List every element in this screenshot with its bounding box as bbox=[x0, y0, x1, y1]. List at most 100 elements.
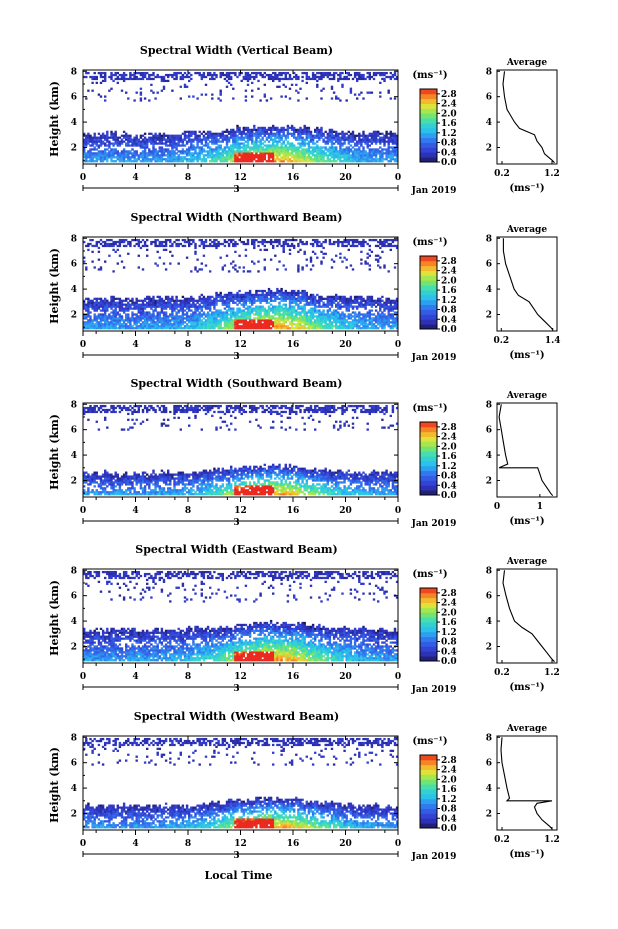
heatmap-cell bbox=[339, 75, 342, 79]
heatmap-cell bbox=[232, 150, 235, 153]
heatmap-cell bbox=[227, 156, 231, 159]
heatmap-cell bbox=[379, 313, 382, 316]
heatmap-cell bbox=[169, 325, 172, 328]
heatmap-cell bbox=[374, 134, 378, 137]
heatmap-cell bbox=[202, 242, 206, 246]
heatmap-cell bbox=[215, 315, 218, 318]
heatmap-cell bbox=[158, 327, 161, 330]
heatmap-cell bbox=[368, 148, 371, 151]
heatmap-cell bbox=[127, 97, 130, 100]
heatmap-cell bbox=[251, 160, 254, 163]
heatmap-cell bbox=[85, 154, 88, 157]
heatmap-cell bbox=[116, 136, 119, 139]
heatmap-cell bbox=[110, 299, 113, 302]
heatmap-cell bbox=[345, 309, 348, 312]
heatmap-cell bbox=[118, 242, 122, 246]
heatmap-cell bbox=[236, 317, 239, 320]
heatmap-cell bbox=[167, 323, 170, 326]
heatmap-cell bbox=[150, 313, 153, 316]
heatmap-cell bbox=[99, 156, 103, 159]
heatmap-cell bbox=[127, 317, 130, 320]
heatmap-cell bbox=[290, 309, 294, 312]
heatmap-cell bbox=[267, 150, 271, 153]
heatmap-cell bbox=[183, 158, 187, 161]
heatmap-cell bbox=[219, 89, 222, 92]
heatmap-cell bbox=[91, 152, 94, 155]
heatmap-cell bbox=[164, 79, 168, 83]
heatmap-cell bbox=[83, 307, 86, 310]
heatmap-cell bbox=[362, 150, 365, 153]
heatmap-cell bbox=[255, 289, 258, 293]
heatmap-cell bbox=[297, 134, 300, 137]
heatmap-cell bbox=[314, 319, 317, 322]
heatmap-cell bbox=[217, 319, 220, 322]
heatmap-cell bbox=[316, 71, 319, 75]
heatmap-cell bbox=[284, 138, 287, 141]
heatmap-cell bbox=[269, 315, 273, 318]
heatmap-cell bbox=[181, 132, 185, 135]
heatmap-cell bbox=[225, 160, 229, 163]
heatmap-cell bbox=[133, 152, 136, 155]
heatmap-cell bbox=[322, 325, 325, 328]
heatmap-cell bbox=[97, 321, 101, 324]
heatmap-cell bbox=[356, 244, 359, 248]
heatmap-cell bbox=[301, 321, 304, 324]
heatmap-cell bbox=[330, 321, 334, 324]
heatmap-cell bbox=[110, 130, 113, 133]
heatmap-cell bbox=[95, 315, 98, 318]
heatmap-cell bbox=[341, 77, 344, 81]
heatmap-cell bbox=[307, 142, 311, 145]
heatmap-cell bbox=[110, 71, 113, 75]
heatmap-cell bbox=[267, 305, 271, 308]
heatmap-cell bbox=[248, 289, 252, 293]
heatmap-cell bbox=[230, 75, 233, 79]
heatmap-cell bbox=[349, 91, 353, 94]
heatmap-cell bbox=[148, 305, 151, 308]
heatmap-cell bbox=[282, 148, 285, 151]
heatmap-cell bbox=[358, 136, 361, 139]
heatmap-cell bbox=[377, 264, 380, 267]
heatmap-cell bbox=[328, 130, 332, 133]
heatmap-cell bbox=[190, 297, 193, 300]
heatmap-cell bbox=[303, 242, 306, 246]
heatmap-cell bbox=[137, 303, 140, 306]
heatmap-cell bbox=[274, 325, 277, 328]
heatmap-cell bbox=[108, 156, 111, 159]
heatmap-cell bbox=[227, 297, 231, 300]
heatmap-cell bbox=[395, 160, 399, 163]
colorbar-tick-label: 0.0 bbox=[441, 158, 457, 168]
heatmap-cell bbox=[272, 150, 275, 153]
heatmap-cell bbox=[347, 73, 350, 77]
heatmap-cell bbox=[269, 128, 273, 132]
heatmap-cell bbox=[181, 299, 185, 302]
heatmap-cell bbox=[232, 327, 235, 330]
heatmap-cell bbox=[141, 142, 145, 145]
heatmap-cell bbox=[202, 150, 206, 153]
heatmap-cell bbox=[179, 134, 182, 137]
heatmap-cell bbox=[269, 146, 273, 149]
heatmap-cell bbox=[314, 297, 317, 300]
heatmap-cell bbox=[339, 256, 342, 259]
heatmap-cell bbox=[320, 315, 323, 318]
heatmap-cell bbox=[127, 158, 130, 161]
heatmap-cell bbox=[246, 73, 250, 77]
heatmap-cell bbox=[133, 75, 136, 79]
heatmap-cell bbox=[309, 268, 313, 271]
heatmap-cell bbox=[141, 73, 145, 77]
heatmap-cell bbox=[244, 75, 248, 79]
heatmap-cell bbox=[322, 156, 325, 159]
heatmap-cell bbox=[347, 303, 350, 306]
heatmap-cell bbox=[255, 136, 258, 139]
heatmap-cell bbox=[253, 319, 256, 322]
heatmap-cell bbox=[204, 301, 208, 304]
heatmap-cell bbox=[370, 75, 374, 79]
heatmap-cell bbox=[112, 299, 115, 302]
heatmap-cell bbox=[225, 138, 229, 141]
heatmap-cell bbox=[169, 73, 172, 77]
heatmap-cell bbox=[267, 307, 271, 310]
heatmap-cell bbox=[248, 315, 252, 318]
heatmap-cell bbox=[368, 158, 371, 161]
heatmap-cell bbox=[236, 136, 239, 139]
heatmap-cell bbox=[242, 240, 245, 244]
heatmap-cell bbox=[91, 325, 94, 328]
